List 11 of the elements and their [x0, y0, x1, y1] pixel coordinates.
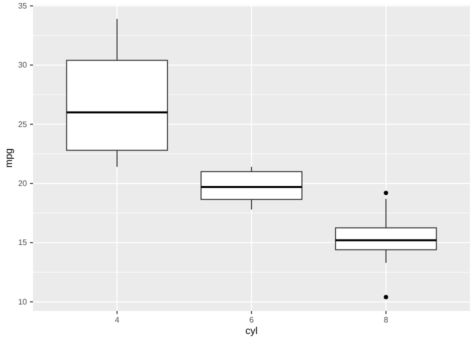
y-axis-title: mpg [4, 148, 15, 168]
x-tick-label: 6 [249, 316, 254, 325]
y-tick-label: 30 [18, 60, 28, 70]
x-axis-title: cyl [245, 326, 258, 337]
x-tick-label: 4 [114, 316, 120, 325]
y-tick-label: 20 [18, 179, 28, 188]
x-tick-label: 8 [384, 316, 389, 325]
y-tick-label: 35 [18, 1, 28, 10]
y-tick-label: 15 [18, 238, 28, 248]
y-tick-label: 10 [18, 297, 28, 306]
y-tick-label: 25 [18, 120, 28, 129]
